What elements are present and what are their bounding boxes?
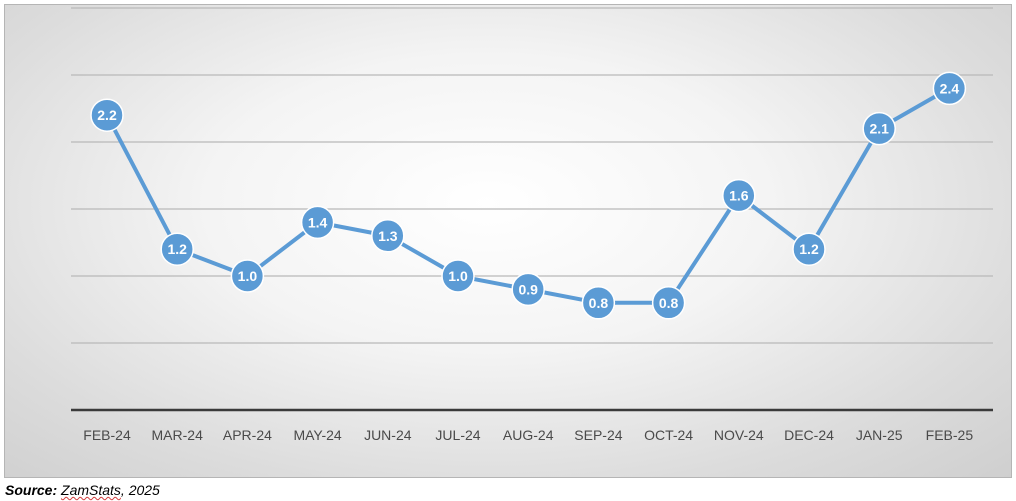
x-tick-label: APR-24 <box>223 427 272 443</box>
x-tick-label: FEB-24 <box>83 427 131 443</box>
marker <box>722 178 756 213</box>
data-label: 2.2 <box>97 107 117 123</box>
data-label: 1.4 <box>308 214 328 230</box>
data-point-feb-25: 2.4 <box>932 71 967 106</box>
x-tick-label: JAN-25 <box>856 427 903 443</box>
data-label: 1.2 <box>799 241 819 257</box>
source-year: , 2025 <box>120 482 160 498</box>
data-label: 0.8 <box>589 295 609 311</box>
marker <box>300 205 335 240</box>
source-note: Source: ZamStats, 2025 <box>5 482 160 498</box>
data-point-sep-24: 0.8 <box>581 286 616 320</box>
x-tick-label: MAY-24 <box>293 427 341 443</box>
source-name: ZamStats <box>61 482 121 498</box>
marker <box>230 259 265 293</box>
x-tick-label: AUG-24 <box>503 427 554 443</box>
x-tick-label: DEC-24 <box>784 427 834 443</box>
data-label: 0.8 <box>659 295 679 311</box>
x-tick-label: SEP-24 <box>574 427 622 443</box>
data-point-apr-24: 1.0 <box>230 259 265 293</box>
marker <box>160 232 194 266</box>
data-point-jan-25: 2.1 <box>862 111 896 146</box>
data-label: 1.6 <box>729 188 749 204</box>
source-prefix: Source: <box>5 482 58 498</box>
data-point-jul-24: 1.0 <box>441 259 475 293</box>
data-label: 2.4 <box>940 80 960 96</box>
data-point-jun-24: 1.3 <box>371 219 405 253</box>
marker <box>932 71 967 106</box>
data-label: 1.3 <box>378 228 398 244</box>
x-tick-labels: FEB-24 MAR-24 APR-24 MAY-24 JUN-24 JUL-24 AUG-… <box>83 427 973 443</box>
markers: 2.2 1.2 1.0 1.4 1.3 1.0 0.9 0.8 0.8 1.6 1.2 2.1 2.4 <box>90 71 967 320</box>
x-tick-label: NOV-24 <box>714 427 764 443</box>
data-point-nov-24: 1.6 <box>722 178 756 213</box>
data-label: 1.0 <box>238 268 258 284</box>
marker <box>792 232 826 266</box>
marker <box>581 286 616 320</box>
marker <box>441 259 475 293</box>
data-point-dec-24: 1.2 <box>792 232 826 266</box>
line-chart: 2.21.21.01.41.31.00.90.8 0.81.61.22.12.4 … <box>71 7 993 443</box>
x-tick-label: JUL-24 <box>435 427 480 443</box>
data-label: 1.0 <box>448 268 468 284</box>
data-point-mar-24: 1.2 <box>160 232 194 266</box>
data-point-aug-24: 0.9 <box>511 272 545 307</box>
data-point-oct-24: 0.8 <box>651 286 686 320</box>
gridlines <box>71 7 993 344</box>
data-label: 0.9 <box>518 281 538 297</box>
x-tick-label: FEB-25 <box>926 427 974 443</box>
marker <box>862 111 896 146</box>
marker <box>371 219 405 253</box>
x-tick-label: OCT-24 <box>644 427 693 443</box>
marker <box>511 272 545 307</box>
marker <box>90 98 124 132</box>
x-tick-label: JUN-24 <box>364 427 412 443</box>
data-label: 2.1 <box>869 121 889 137</box>
data-point-may-24: 1.4 <box>300 205 335 240</box>
marker <box>651 286 686 320</box>
data-point-feb-24: 2.2 <box>90 98 124 132</box>
data-label: 1.2 <box>167 241 187 257</box>
x-tick-label: MAR-24 <box>152 427 204 443</box>
